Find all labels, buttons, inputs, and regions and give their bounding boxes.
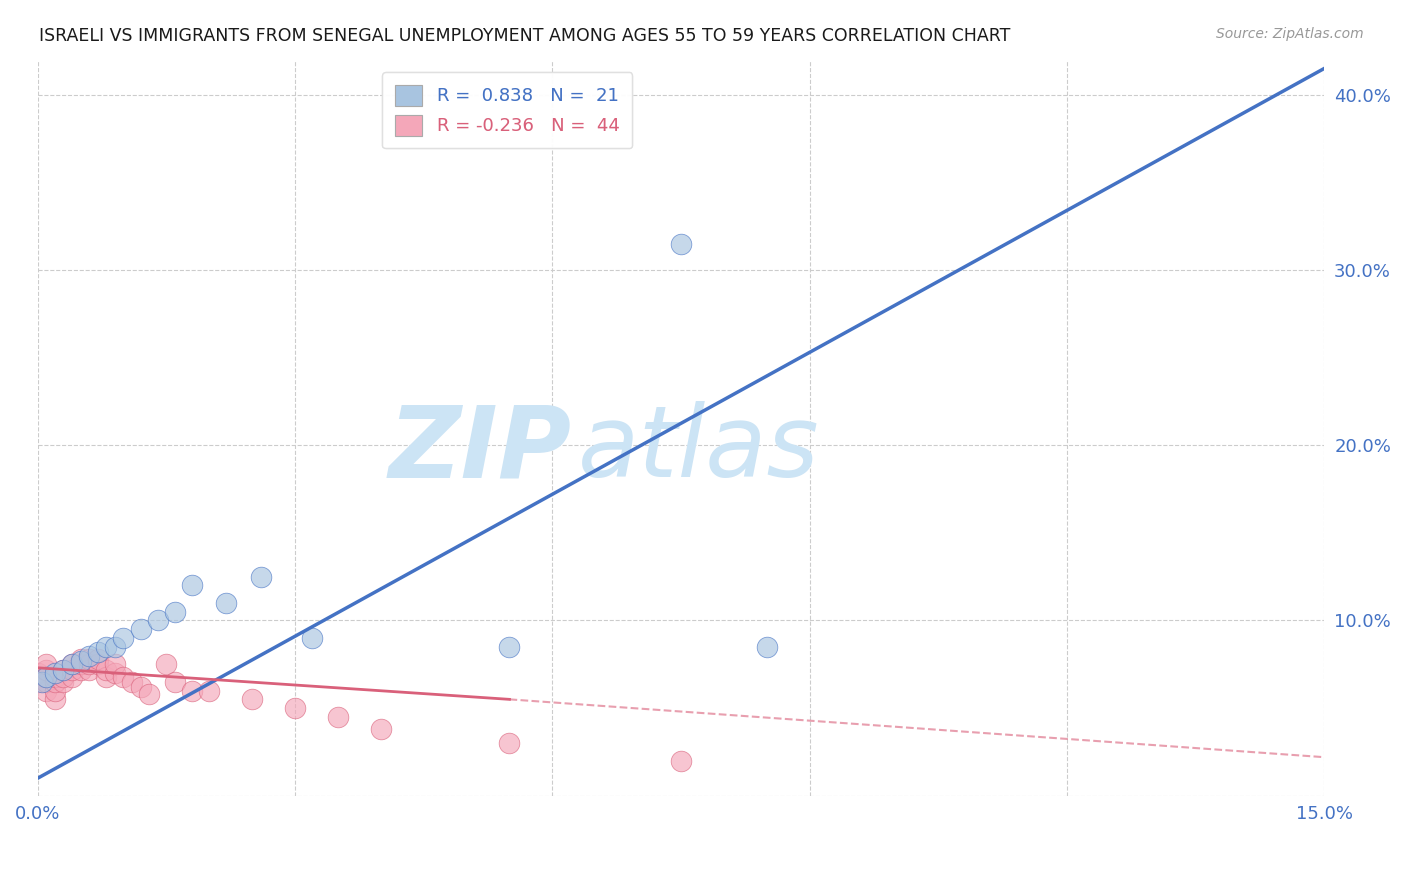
Point — [27, 666, 49, 681]
Point — [163, 605, 186, 619]
Point — [215, 596, 238, 610]
Point — [370, 722, 392, 736]
Point — [77, 663, 100, 677]
Point — [35, 674, 58, 689]
Point — [35, 657, 58, 672]
Point — [69, 657, 91, 672]
Point — [669, 236, 692, 251]
Point — [44, 674, 66, 689]
Point — [87, 657, 110, 672]
Point — [35, 669, 58, 683]
Point — [240, 692, 263, 706]
Point — [284, 701, 307, 715]
Point — [669, 754, 692, 768]
Point — [27, 669, 49, 683]
Point — [198, 683, 221, 698]
Point — [104, 640, 127, 654]
Point — [60, 657, 83, 672]
Point — [31, 674, 53, 689]
Point — [104, 666, 127, 681]
Point — [155, 657, 177, 672]
Point — [181, 683, 204, 698]
Point — [27, 674, 49, 689]
Point — [96, 663, 118, 677]
Point — [69, 654, 91, 668]
Point — [129, 680, 152, 694]
Legend: R =  0.838   N =  21, R = -0.236   N =  44: R = 0.838 N = 21, R = -0.236 N = 44 — [382, 72, 633, 148]
Point — [326, 710, 349, 724]
Point — [249, 569, 271, 583]
Point — [181, 578, 204, 592]
Point — [498, 640, 520, 654]
Point — [35, 663, 58, 677]
Point — [44, 666, 66, 681]
Point — [52, 669, 75, 683]
Text: Source: ZipAtlas.com: Source: ZipAtlas.com — [1216, 27, 1364, 41]
Text: ZIP: ZIP — [388, 401, 572, 499]
Point — [77, 657, 100, 672]
Point — [87, 645, 110, 659]
Point — [112, 631, 135, 645]
Point — [44, 692, 66, 706]
Point — [301, 631, 323, 645]
Text: atlas: atlas — [578, 401, 820, 499]
Point — [69, 663, 91, 677]
Point — [60, 669, 83, 683]
Point — [96, 640, 118, 654]
Point — [60, 657, 83, 672]
Point — [44, 683, 66, 698]
Point — [121, 674, 143, 689]
Point — [52, 663, 75, 677]
Point — [77, 648, 100, 663]
Point — [44, 669, 66, 683]
Point — [96, 669, 118, 683]
Text: ISRAELI VS IMMIGRANTS FROM SENEGAL UNEMPLOYMENT AMONG AGES 55 TO 59 YEARS CORREL: ISRAELI VS IMMIGRANTS FROM SENEGAL UNEMP… — [39, 27, 1011, 45]
Point — [112, 669, 135, 683]
Point — [498, 736, 520, 750]
Point — [69, 652, 91, 666]
Point — [52, 663, 75, 677]
Point — [77, 652, 100, 666]
Point — [129, 622, 152, 636]
Point — [138, 687, 160, 701]
Point — [35, 683, 58, 698]
Point — [60, 663, 83, 677]
Point — [146, 614, 169, 628]
Point — [163, 674, 186, 689]
Point — [755, 640, 778, 654]
Point — [87, 652, 110, 666]
Point — [104, 657, 127, 672]
Point — [52, 674, 75, 689]
Point — [35, 669, 58, 683]
